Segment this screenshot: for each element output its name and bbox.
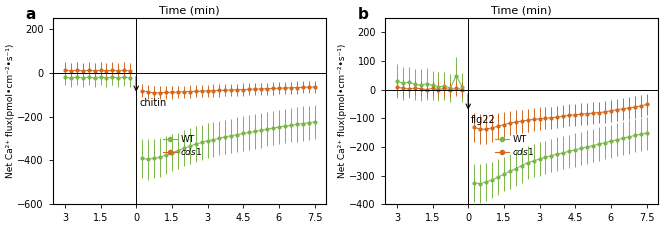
Text: a: a bbox=[26, 6, 36, 22]
Text: b: b bbox=[358, 6, 369, 22]
Legend: WT, $\it{cds1}$: WT, $\it{cds1}$ bbox=[493, 134, 537, 159]
Title: Time (min): Time (min) bbox=[159, 5, 220, 16]
Text: flg22: flg22 bbox=[471, 115, 496, 125]
Text: chitin: chitin bbox=[139, 98, 166, 108]
Y-axis label: Net Ca²⁺ flux(pmol•cm⁻²•s⁻¹): Net Ca²⁺ flux(pmol•cm⁻²•s⁻¹) bbox=[337, 44, 347, 178]
Legend: WT, $\it{cds1}$: WT, $\it{cds1}$ bbox=[161, 134, 205, 159]
Y-axis label: Net Ca²⁺ flux(pmol•cm⁻²•s⁻¹): Net Ca²⁺ flux(pmol•cm⁻²•s⁻¹) bbox=[5, 44, 15, 178]
Title: Time (min): Time (min) bbox=[491, 5, 552, 16]
